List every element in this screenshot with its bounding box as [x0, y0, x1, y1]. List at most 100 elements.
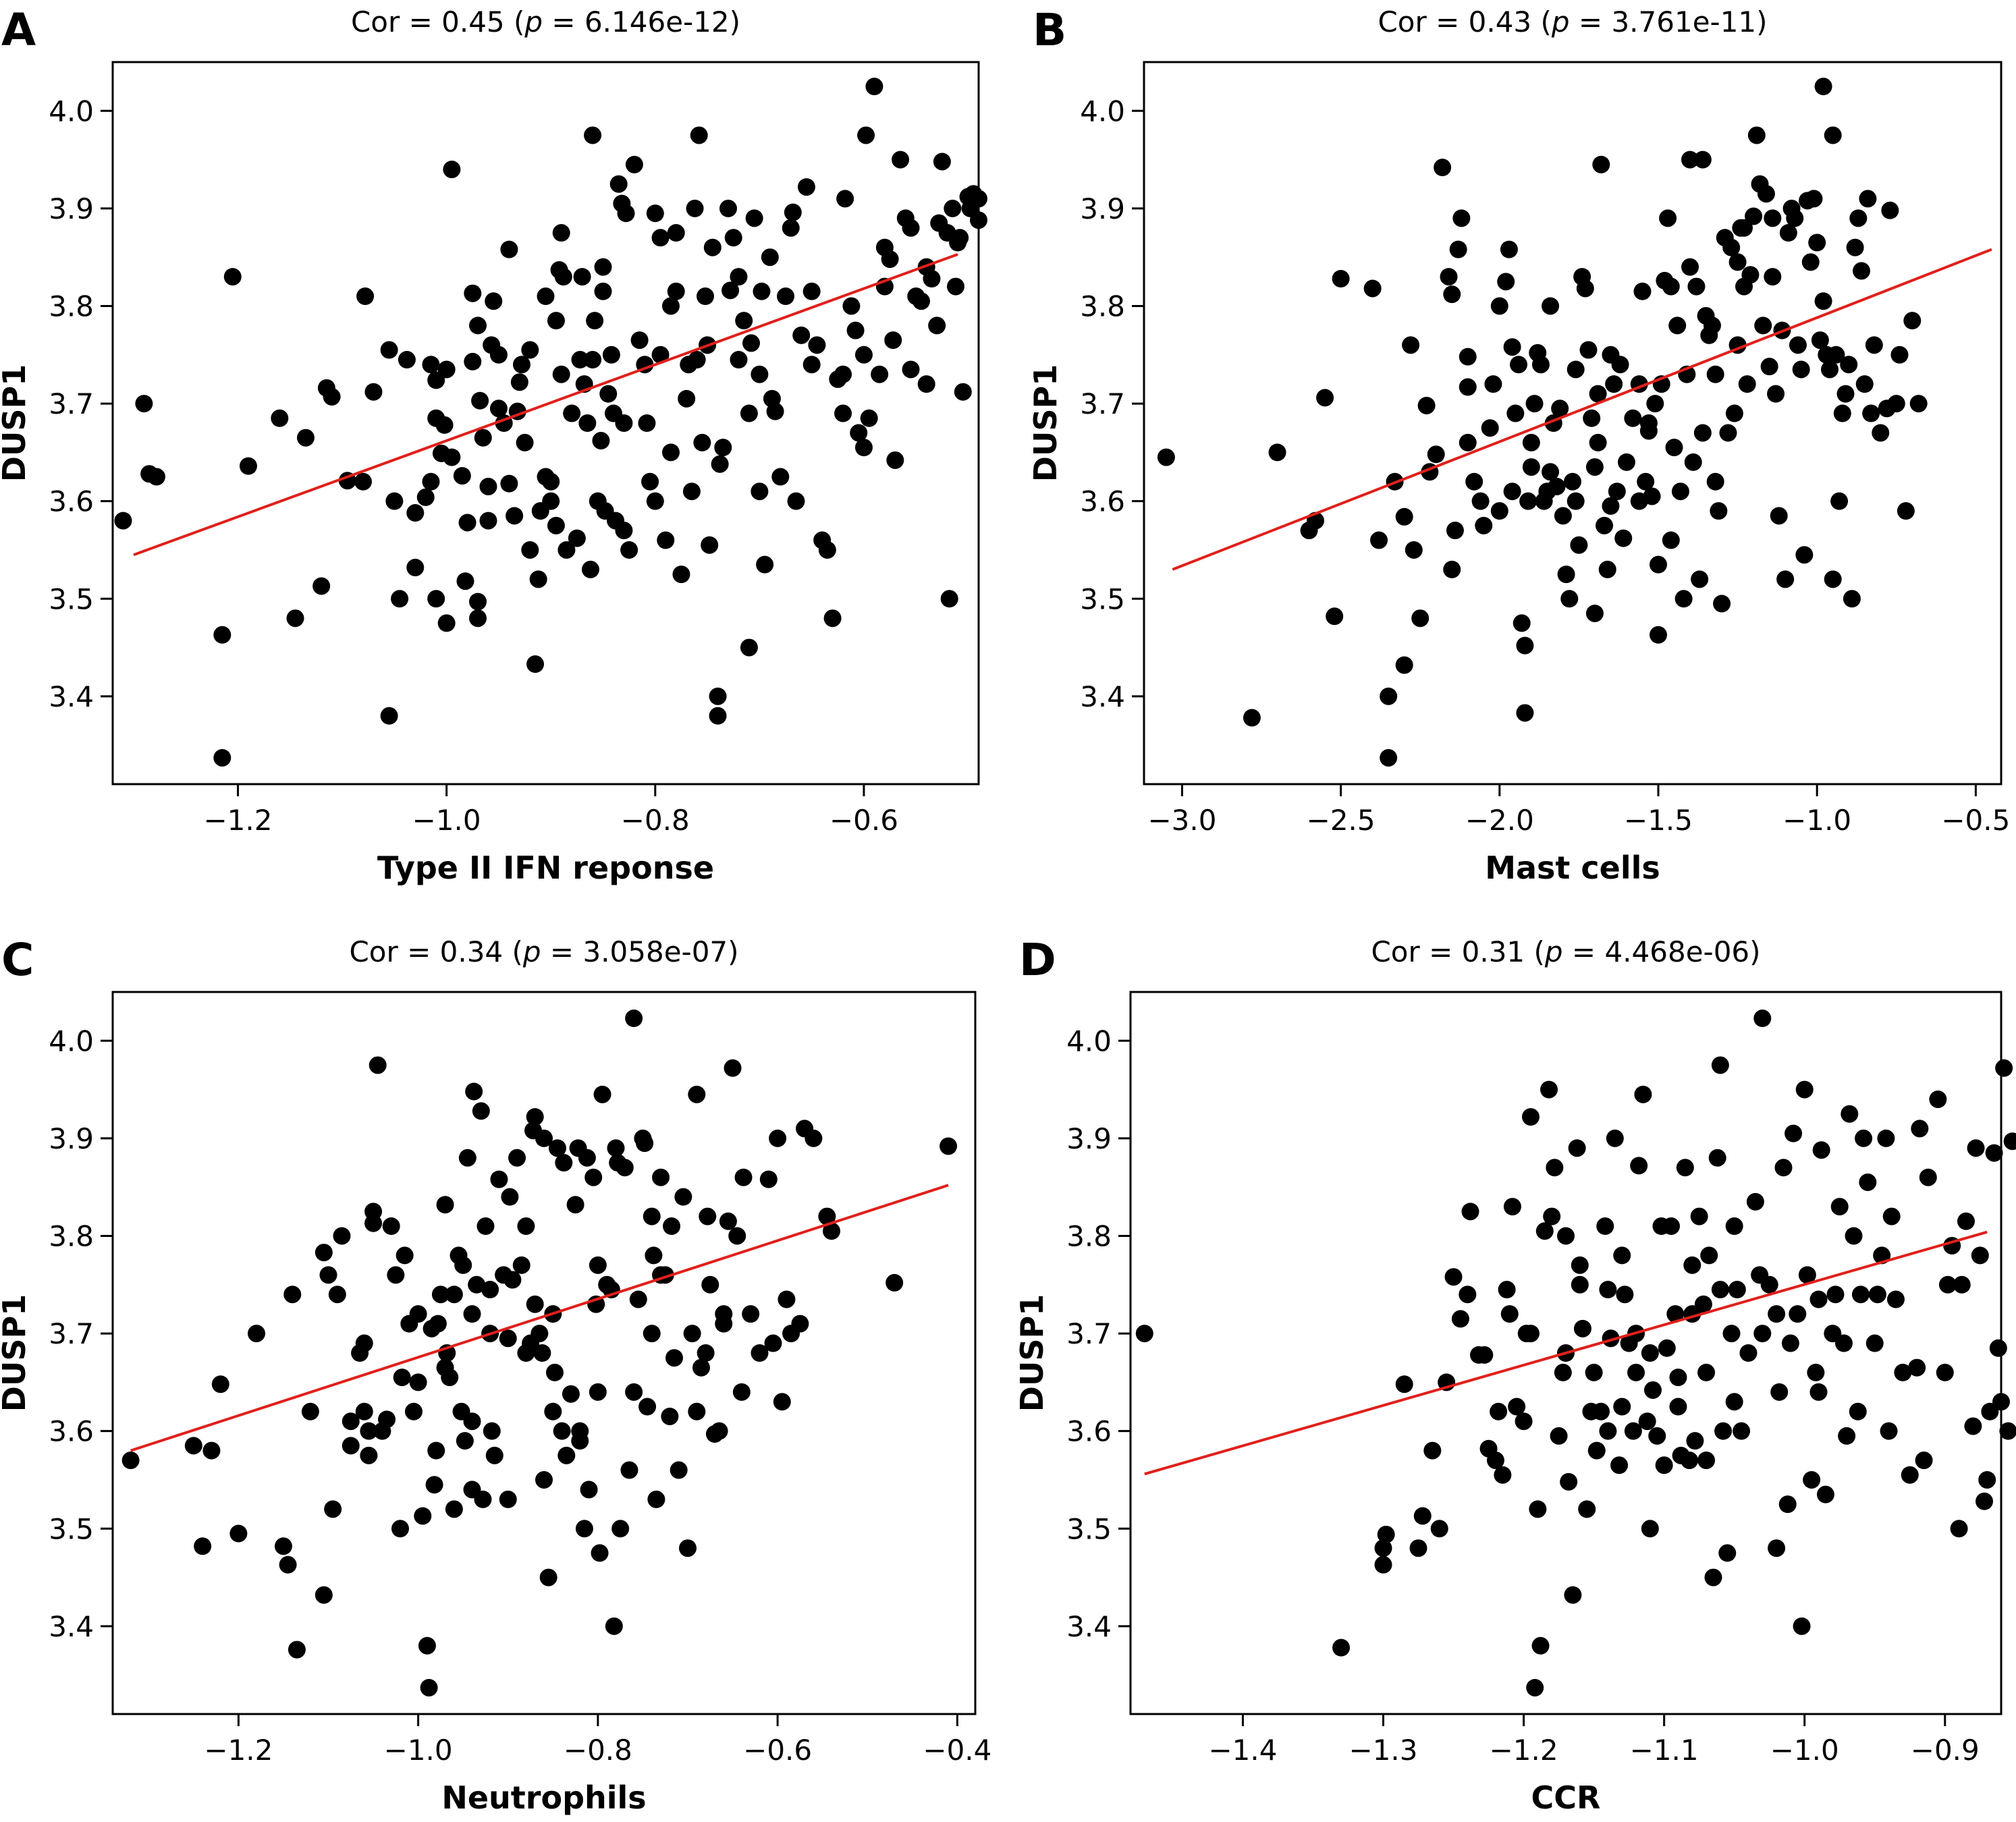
x-axis-label: Type II IFN reponse [377, 850, 714, 886]
data-point [1503, 1198, 1521, 1216]
data-point [1522, 433, 1540, 451]
data-point [834, 404, 852, 422]
data-point [591, 1544, 609, 1562]
data-point [1882, 1207, 1901, 1225]
data-point [1747, 126, 1766, 144]
data-point [1503, 482, 1521, 501]
data-point [427, 590, 445, 608]
data-point [699, 1207, 717, 1225]
data-point [1427, 445, 1445, 464]
data-point [1596, 1217, 1614, 1236]
data-point [443, 161, 461, 179]
data-point [1471, 492, 1490, 510]
data-point [1644, 1381, 1662, 1399]
data-point [555, 1154, 573, 1172]
data-point [886, 451, 904, 469]
title-suffix: = 4.468e-06) [1563, 935, 1761, 968]
data-point [479, 512, 497, 530]
data-point [429, 1315, 447, 1333]
data-point [1865, 336, 1883, 354]
data-point [1770, 1383, 1789, 1401]
data-point [643, 1207, 661, 1225]
data-point [1510, 356, 1528, 374]
data-point [766, 402, 784, 420]
y-axis-label: DUSP1 [1014, 1294, 1050, 1412]
data-point [458, 514, 476, 532]
data-point [1872, 424, 1890, 442]
data-point [1786, 209, 1804, 227]
data-point [1374, 1555, 1392, 1574]
data-point [1821, 360, 1838, 379]
panel-d: D Cor = 0.31 (p = 4.468e-06) −1.4 −1.3 −1.2 −… [1014, 934, 2016, 1816]
y-axis-label: DUSP1 [0, 364, 32, 482]
data-point [471, 391, 489, 410]
data-point [454, 1256, 472, 1274]
data-point [1687, 277, 1706, 296]
data-point [213, 748, 231, 767]
x-tick-label: −0.4 [923, 1734, 991, 1767]
data-point [1915, 1452, 1933, 1470]
data-point [1754, 316, 1772, 335]
data-point [732, 1383, 751, 1401]
data-point [1434, 159, 1452, 177]
data-point [586, 312, 604, 330]
data-point [951, 229, 969, 247]
data-point [1459, 348, 1477, 366]
data-point [615, 414, 633, 432]
data-point [728, 1227, 746, 1245]
data-point [2003, 1132, 2016, 1151]
data-point [1992, 1393, 2010, 1411]
x-tick-label: −0.6 [743, 1734, 812, 1767]
y-tick-label: 3.7 [1080, 387, 1125, 420]
y-tick-label: 4.0 [49, 1024, 94, 1057]
data-point [1795, 546, 1814, 564]
x-tick-label: −0.8 [564, 1734, 632, 1767]
data-point [638, 1398, 657, 1416]
plot-frame [1143, 61, 2003, 785]
data-point [1592, 155, 1610, 173]
x-axis-label: Neutrophils [441, 1779, 646, 1816]
data-point [1443, 285, 1461, 304]
data-point [1571, 1256, 1589, 1274]
data-point [1697, 1452, 1716, 1470]
data-point [1989, 1339, 2007, 1357]
data-point [710, 1422, 728, 1440]
data-point [1703, 316, 1721, 335]
data-point [274, 1537, 292, 1555]
y-tick-label: 3.5 [1080, 582, 1125, 615]
data-point [1824, 126, 1842, 144]
data-point [147, 468, 165, 486]
x-tick-label: −1.1 [1630, 1734, 1699, 1767]
data-point [288, 1640, 306, 1659]
data-point [1903, 312, 1922, 330]
data-point [391, 1520, 409, 1538]
data-point [661, 297, 680, 315]
data-point [1741, 266, 1760, 284]
data-point [1402, 336, 1420, 354]
y-tick-label: 3.9 [1066, 1122, 1112, 1155]
data-point [663, 1217, 681, 1236]
y-tick-label: 4.0 [1080, 94, 1125, 128]
data-point [1573, 1319, 1591, 1337]
data-point [1516, 636, 1534, 655]
data-point [701, 1275, 719, 1294]
data-point [703, 238, 721, 256]
data-point [802, 282, 821, 300]
x-tick-label: −1.5 [1624, 804, 1693, 837]
data-point [602, 346, 620, 364]
data-point [323, 387, 341, 406]
data-point [1767, 385, 1785, 403]
data-point [836, 190, 854, 208]
data-point [422, 472, 440, 491]
data-point [1446, 522, 1464, 540]
data-point [1814, 292, 1832, 310]
data-point [721, 281, 740, 300]
data-point [1890, 346, 1909, 364]
data-point [578, 1149, 596, 1167]
data-point [380, 707, 398, 725]
data-point [490, 1170, 508, 1188]
data-point [1608, 482, 1626, 501]
x-axis-label: Mast cells [1485, 850, 1660, 886]
data-point [1614, 529, 1633, 547]
data-point [1157, 448, 1175, 466]
